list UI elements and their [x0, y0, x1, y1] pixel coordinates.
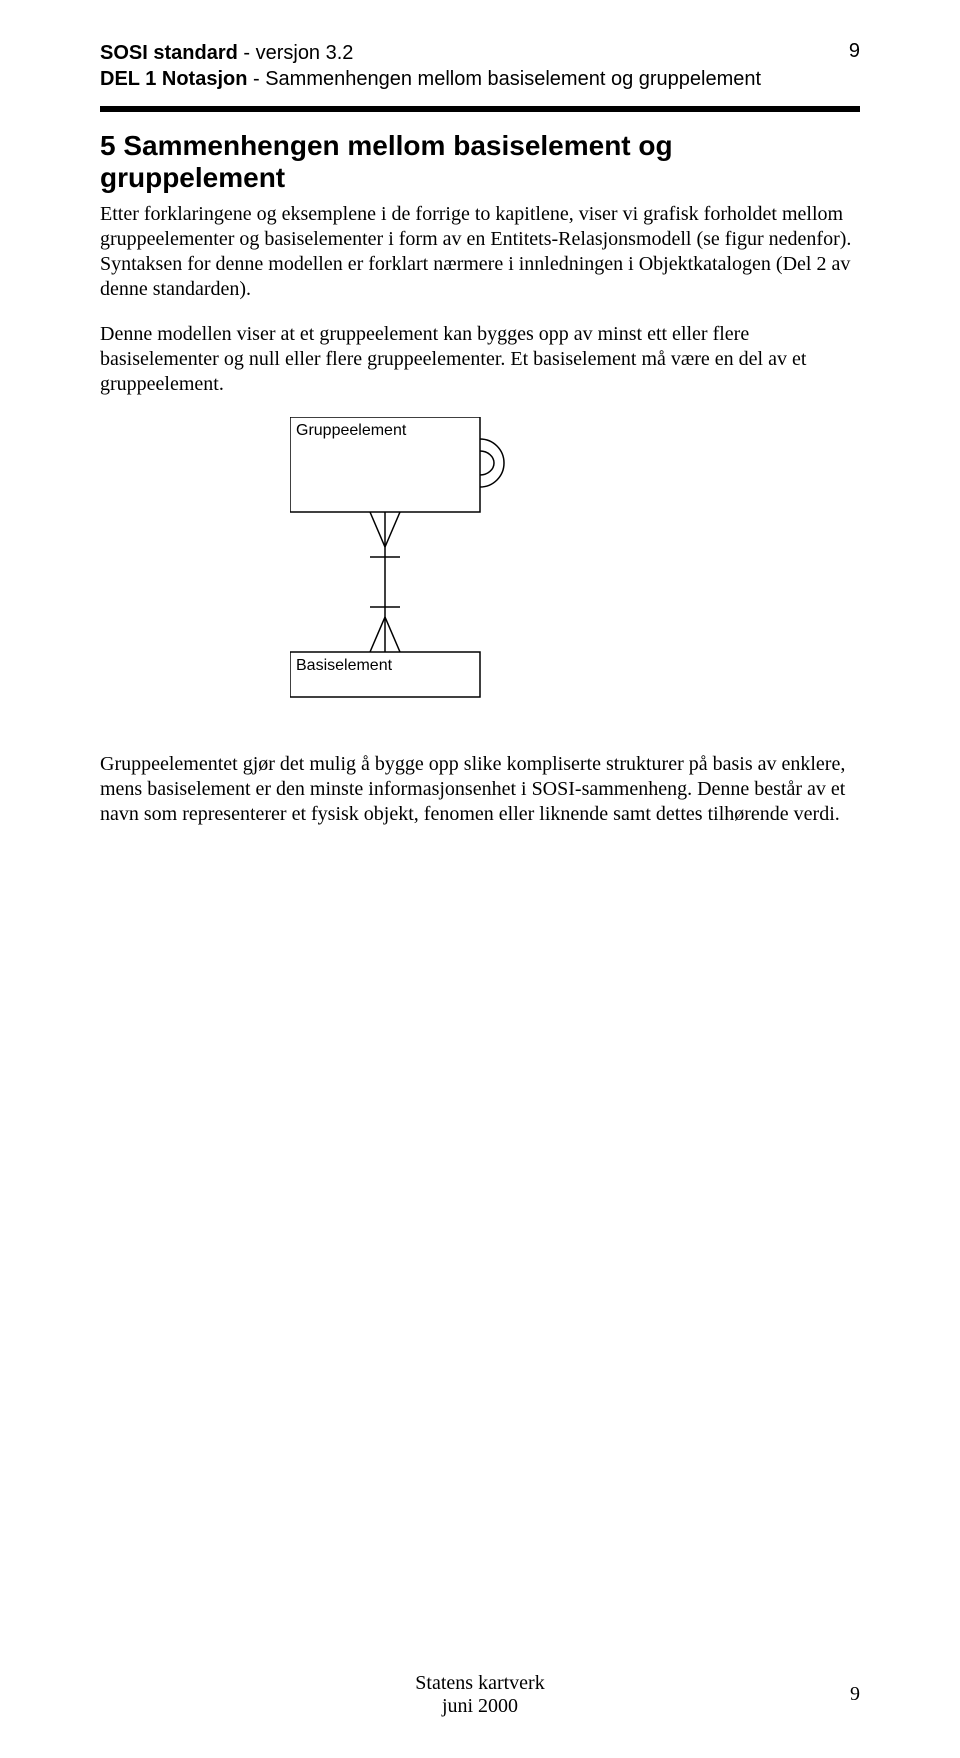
er-diagram: Gruppeelement Basiselement	[100, 417, 860, 722]
svg-text:Gruppeelement: Gruppeelement	[296, 422, 407, 439]
header-subtitle-bold: DEL 1 Notasjon	[100, 68, 247, 90]
paragraph-3: Gruppeelementet gjør det mulig å bygge o…	[100, 752, 860, 827]
page: SOSI standard - versjon 3.2 DEL 1 Notasj…	[0, 0, 960, 1758]
section-title: 5 Sammenhengen mellom basiselement og gr…	[100, 130, 860, 194]
header-rule	[100, 106, 860, 112]
paragraph-2: Denne modellen viser at et gruppeelement…	[100, 322, 860, 397]
header-row: SOSI standard - versjon 3.2 DEL 1 Notasj…	[100, 40, 860, 92]
header-title-rest: - versjon 3.2	[238, 42, 354, 64]
page-number-bottom: 9	[850, 1683, 860, 1706]
svg-text:Basiselement: Basiselement	[296, 657, 393, 674]
running-header: SOSI standard - versjon 3.2 DEL 1 Notasj…	[100, 40, 761, 92]
page-number-top: 9	[849, 40, 860, 63]
header-line-2: DEL 1 Notasjon - Sammenhengen mellom bas…	[100, 66, 761, 92]
footer-date: juni 2000	[0, 1695, 960, 1718]
paragraph-1: Etter forklaringene og eksemplene i de f…	[100, 202, 860, 302]
footer: Statens kartverk juni 2000	[0, 1672, 960, 1718]
footer-org: Statens kartverk	[0, 1672, 960, 1695]
header-subtitle-rest: - Sammenhengen mellom basiselement og gr…	[247, 68, 761, 90]
header-line-1: SOSI standard - versjon 3.2	[100, 40, 761, 66]
er-diagram-svg: Gruppeelement Basiselement	[290, 417, 610, 717]
header-title-bold: SOSI standard	[100, 42, 238, 64]
